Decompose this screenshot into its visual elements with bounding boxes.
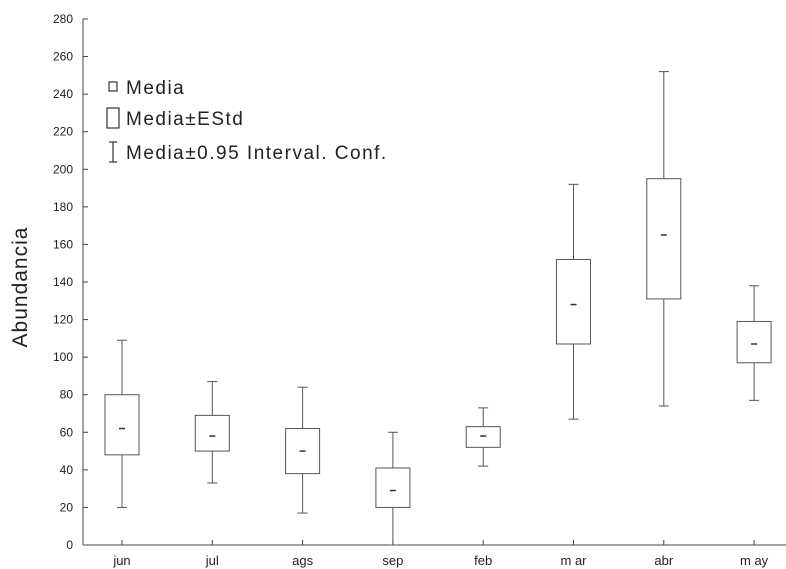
y-tick-label: 160 — [53, 237, 73, 251]
box-group-mar — [556, 183, 591, 420]
y-tick-label: 20 — [60, 500, 74, 514]
stddev-box — [104, 394, 140, 456]
stddev-box — [736, 320, 772, 364]
legend-mean-symbol — [108, 81, 118, 92]
y-tick-label: 280 — [53, 12, 73, 26]
y-tick-label: 60 — [60, 425, 74, 439]
x-tick-label: m ay — [740, 553, 769, 568]
y-tick-label: 200 — [53, 162, 73, 176]
y-tick-label: 140 — [53, 275, 73, 289]
box-group-may — [736, 285, 772, 401]
y-tick-label: 80 — [60, 388, 74, 402]
legend-label-mean: Media — [126, 78, 185, 99]
legend-label-stddev-box: Media±EStd — [126, 109, 244, 130]
box-series — [104, 71, 772, 546]
stddev-box — [556, 258, 591, 345]
x-tick-label: abr — [654, 553, 673, 568]
y-tick-label: 240 — [53, 87, 73, 101]
stddev-box — [646, 178, 682, 300]
y-axis-title: Abundancia — [9, 227, 32, 348]
box-group-jul — [194, 381, 230, 484]
y-tick-label: 220 — [53, 125, 73, 139]
x-tick-label: jul — [205, 553, 219, 568]
y-tick-label: 260 — [53, 50, 73, 64]
x-tick-label: sep — [382, 553, 403, 568]
y-tick-label: 180 — [53, 200, 73, 214]
stddev-box — [465, 426, 501, 448]
legend: Media Media±EStd Media±0.95 Interval. Co… — [106, 78, 388, 164]
x-axis: jun jul ags sep feb m ar abr m ay — [83, 540, 786, 568]
x-tick-label: ags — [292, 553, 313, 568]
y-tick-label: 120 — [53, 313, 73, 327]
y-axis: 0 20 40 60 80 100 120 140 160 180 200 220 240 260 280 — [53, 12, 88, 552]
legend-box-symbol — [106, 107, 120, 129]
y-tick-label: 0 — [66, 538, 73, 552]
legend-label-confidence-interval: Media±0.95 Interval. Conf. — [126, 143, 388, 164]
y-tick-label: 100 — [53, 350, 73, 364]
box-group-abr — [646, 71, 682, 407]
x-tick-label: jun — [112, 553, 130, 568]
y-tick-label: 40 — [60, 463, 74, 477]
x-tick-label: feb — [474, 553, 492, 568]
stddev-box — [194, 414, 230, 452]
box-group-ags — [285, 386, 321, 514]
stddev-box — [375, 467, 411, 508]
box-group-jun — [104, 339, 140, 508]
box-group-sep — [375, 431, 411, 546]
legend-whisker-symbol — [109, 141, 117, 163]
x-tick-label: m ar — [561, 553, 588, 568]
box-group-feb — [465, 407, 501, 467]
